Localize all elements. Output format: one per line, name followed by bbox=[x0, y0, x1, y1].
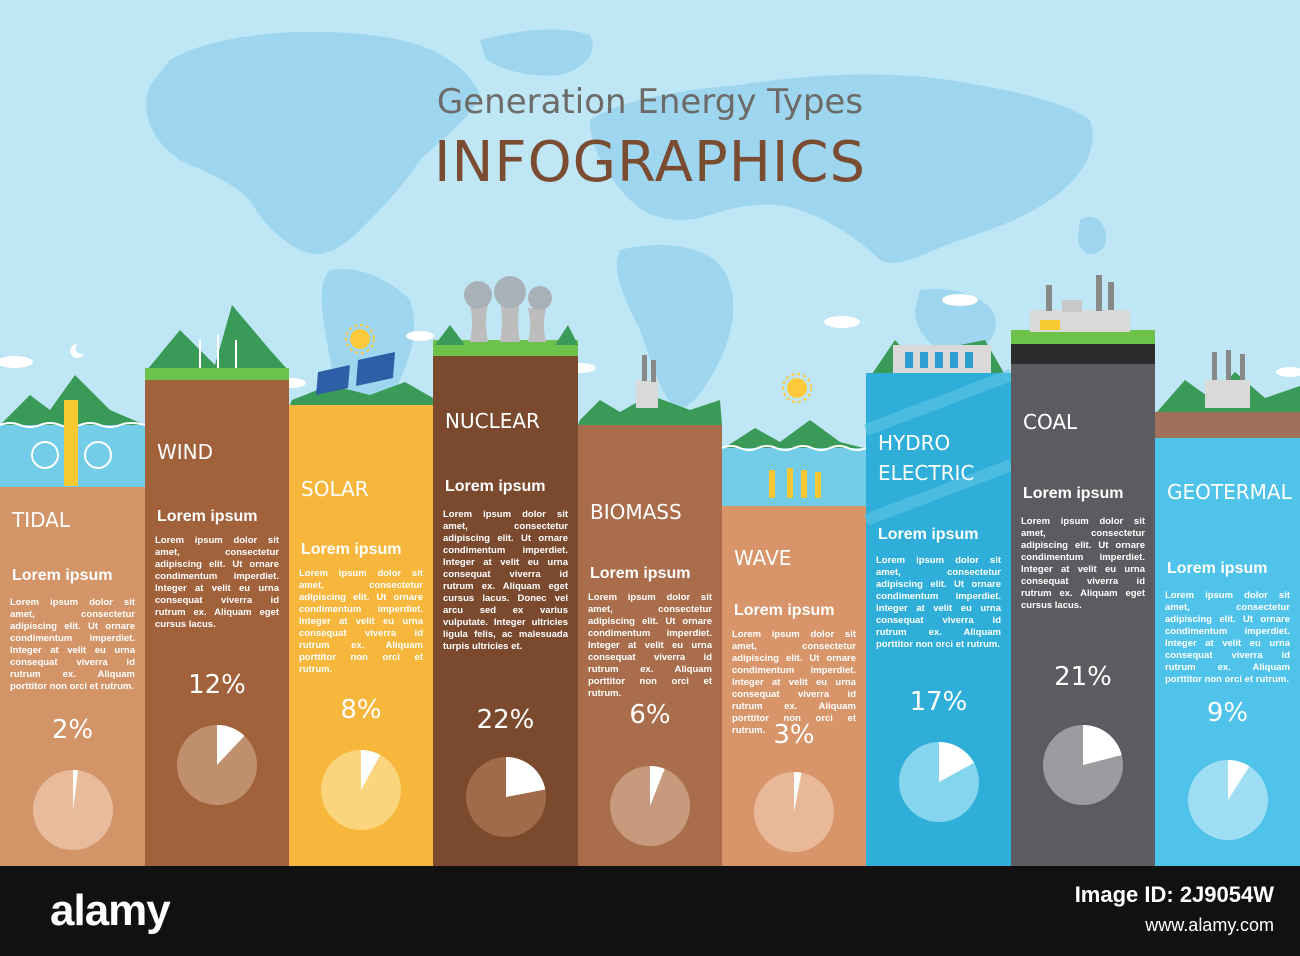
wind-landscape bbox=[145, 305, 289, 380]
wind-pie-chart bbox=[177, 725, 257, 805]
biomass-landscape bbox=[578, 355, 722, 425]
tidal-pie-slice bbox=[72, 770, 78, 810]
solar-percent: 8% bbox=[340, 695, 382, 725]
hydro-stripes bbox=[863, 369, 1014, 526]
nuclear-pie-chart bbox=[465, 757, 546, 837]
page-title: INFOGRAPHICS bbox=[433, 130, 867, 195]
sun-icon bbox=[345, 324, 375, 354]
image-meta: Image ID: 2J9054W www.alamy.com bbox=[1075, 880, 1274, 940]
nuclear-pie-slice bbox=[505, 757, 545, 797]
geothermal-subtitle: Lorem ipsum bbox=[1167, 560, 1268, 577]
geothermal-percent: 9% bbox=[1206, 698, 1249, 728]
hydro-title: HYDRO ELECTRIC bbox=[878, 431, 975, 485]
solar-pie-chart bbox=[321, 750, 401, 830]
coal-pie-slice bbox=[1083, 725, 1122, 765]
wind-panel: WIND Lorem ipsum Lorem ipsum dolor sit ame… bbox=[145, 0, 289, 866]
nuclear-title: NUCLEAR bbox=[445, 409, 540, 433]
wind-title: WIND bbox=[157, 440, 214, 464]
solar-subtitle: Lorem ipsum bbox=[301, 541, 402, 558]
nuclear-description: Lorem ipsum dolor sit amet, consectetur … bbox=[443, 509, 568, 652]
solar-description: Lorem ipsum dolor sit amet, consectetur … bbox=[299, 568, 423, 675]
coal-subtitle: Lorem ipsum bbox=[1023, 485, 1124, 502]
wind-description: Lorem ipsum dolor sit amet, consectetur … bbox=[155, 535, 279, 630]
wave-title: WAVE bbox=[734, 546, 792, 570]
geothermal-pie-slice bbox=[1227, 760, 1249, 800]
coal-title: COAL bbox=[1023, 410, 1078, 434]
wave-landscape bbox=[721, 420, 867, 506]
solar-landscape bbox=[290, 352, 433, 405]
biomass-panel: BIOMASS Lorem ipsum Lorem ipsum dolor sit … bbox=[578, 0, 722, 866]
image-id: Image ID: 2J9054W bbox=[1074, 882, 1274, 907]
biomass-subtitle: Lorem ipsum bbox=[590, 565, 691, 582]
hydro-panel: HYDRO ELECTRIC Lorem ipsum Lorem ipsum dol… bbox=[866, 0, 1011, 866]
watermark-footer: alamy Image ID: 2J9054W www.alamy.com bbox=[0, 866, 1300, 956]
moon-icon bbox=[70, 343, 84, 358]
hydro-pie-slice bbox=[938, 742, 974, 782]
tidal-description: Lorem ipsum dolor sit amet, consectetur … bbox=[10, 597, 135, 692]
alamy-logo: alamy bbox=[50, 886, 171, 935]
wave-pie-slice bbox=[794, 772, 802, 812]
wave-percent: 3% bbox=[773, 720, 815, 750]
wind-subtitle: Lorem ipsum bbox=[157, 508, 258, 525]
wave-description: Lorem ipsum dolor sit amet, consectetur … bbox=[732, 629, 856, 736]
hydro-percent: 17% bbox=[909, 687, 968, 717]
wave-subtitle: Lorem ipsum bbox=[734, 602, 835, 619]
tidal-landscape bbox=[0, 375, 146, 487]
coal-description: Lorem ipsum dolor sit amet, consectetur … bbox=[1021, 516, 1145, 611]
geothermal-landscape bbox=[1157, 350, 1300, 412]
biomass-pie-slice bbox=[650, 766, 665, 806]
coal-seam bbox=[1011, 344, 1155, 364]
nuclear-panel: NUCLEAR Lorem ipsum Lorem ipsum dolor sit … bbox=[433, 0, 578, 866]
tidal-title: TIDAL bbox=[12, 508, 70, 532]
wave-pie-chart bbox=[754, 772, 834, 852]
biomass-description: Lorem ipsum dolor sit amet, consectetur … bbox=[588, 592, 712, 699]
hydro-subtitle: Lorem ipsum bbox=[878, 526, 979, 543]
biomass-pie-chart bbox=[610, 766, 690, 846]
nuclear-subtitle: Lorem ipsum bbox=[445, 478, 546, 495]
coal-percent: 21% bbox=[1054, 662, 1112, 692]
solar-title: SOLAR bbox=[301, 477, 369, 501]
sun-icon bbox=[782, 373, 812, 403]
geothermal-panel: GEOTERMAL Lorem ipsum Lorem ipsum dolor si… bbox=[1155, 0, 1300, 866]
tidal-percent: 2% bbox=[51, 715, 94, 745]
hydro-description: Lorem ipsum dolor sit amet, consectetur … bbox=[876, 555, 1001, 650]
nuclear-landscape bbox=[433, 276, 578, 356]
hydro-landscape bbox=[868, 340, 1008, 380]
nuclear-percent: 22% bbox=[476, 705, 535, 735]
solar-panel: SOLAR Lorem ipsum Lorem ipsum dolor sit am… bbox=[289, 0, 433, 866]
geothermal-description: Lorem ipsum dolor sit amet, consectetur … bbox=[1165, 590, 1290, 685]
tidal-pie-chart bbox=[32, 770, 113, 850]
wind-pie-slice bbox=[217, 725, 245, 765]
hydro-pie-chart bbox=[898, 742, 979, 822]
wind-percent: 12% bbox=[188, 670, 246, 700]
coal-pie-chart bbox=[1043, 725, 1123, 805]
tidal-subtitle: Lorem ipsum bbox=[12, 567, 113, 584]
coal-landscape bbox=[1011, 275, 1155, 344]
biomass-percent: 6% bbox=[629, 700, 671, 730]
geothermal-soil bbox=[1155, 412, 1300, 438]
subtitle: Generation Energy Types bbox=[436, 82, 864, 122]
tidal-panel: TIDAL Lorem ipsum Lorem ipsum dolor sit am… bbox=[0, 0, 145, 866]
solar-pie-slice bbox=[361, 750, 381, 790]
biomass-title: BIOMASS bbox=[590, 500, 682, 524]
geothermal-pie-chart bbox=[1187, 760, 1268, 840]
wave-panel: WAVE Lorem ipsum Lorem ipsum dolor sit ame… bbox=[722, 0, 866, 866]
site-url: www.alamy.com bbox=[1145, 915, 1274, 935]
geothermal-title: GEOTERMAL bbox=[1167, 480, 1292, 504]
coal-panel: COAL Lorem ipsum Lorem ipsum dolor sit ame… bbox=[1011, 0, 1155, 866]
